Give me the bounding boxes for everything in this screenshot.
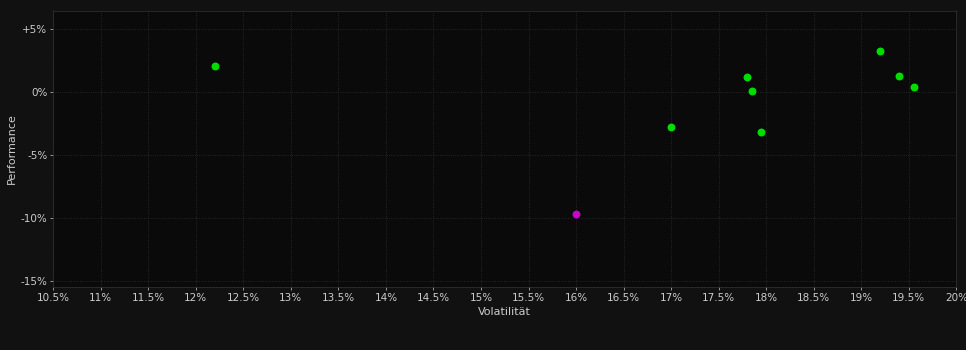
Y-axis label: Performance: Performance	[7, 113, 16, 184]
Point	[906, 84, 922, 90]
Point	[753, 130, 769, 135]
Point	[568, 211, 583, 217]
Point	[207, 63, 222, 69]
Point	[664, 125, 679, 130]
Point	[739, 74, 754, 80]
X-axis label: Volatilität: Volatilität	[478, 307, 531, 317]
Point	[744, 88, 759, 94]
Point	[872, 48, 888, 54]
Point	[892, 73, 907, 79]
